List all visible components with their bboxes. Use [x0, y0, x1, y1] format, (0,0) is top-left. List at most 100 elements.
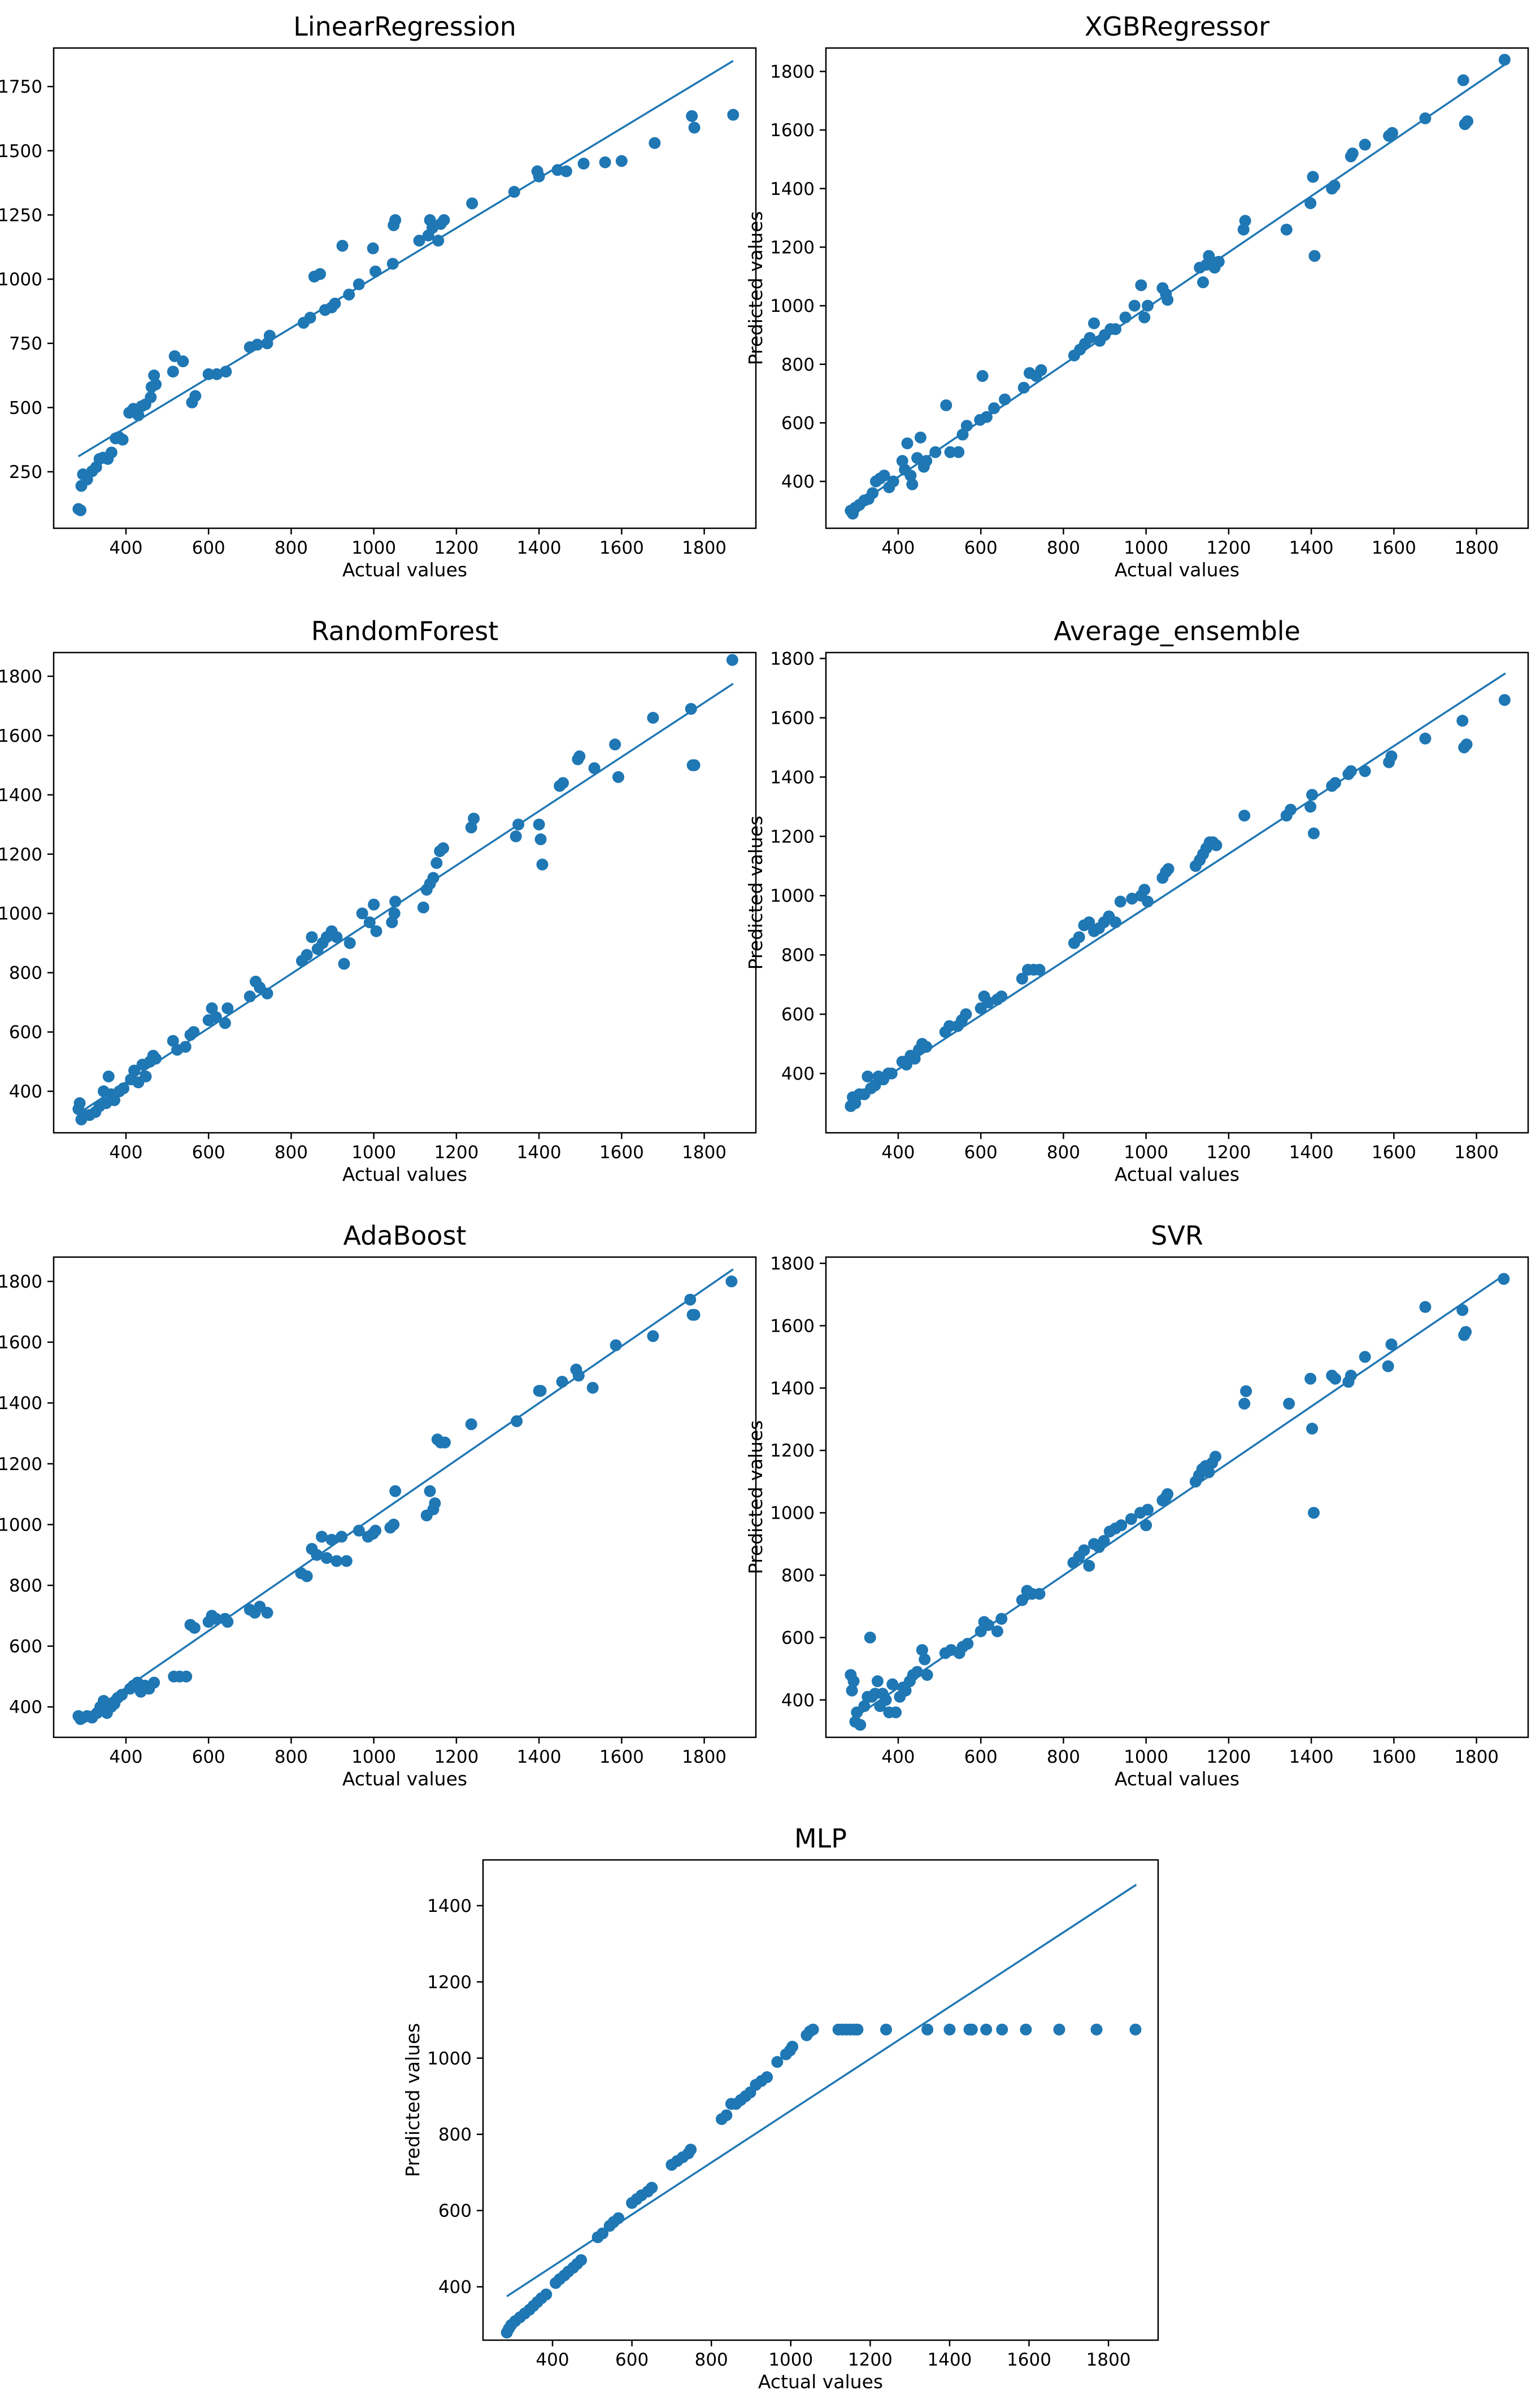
- scatter-point: [388, 1518, 400, 1531]
- x-tick-label: 1000: [768, 2350, 813, 2370]
- scatter-point: [649, 137, 661, 149]
- y-tick-label: 1500: [0, 141, 42, 162]
- scatter-point: [976, 369, 989, 382]
- scatter-point: [316, 1531, 328, 1543]
- x-tick-label: 1000: [1124, 538, 1168, 558]
- scatter-point: [1359, 1351, 1371, 1363]
- data-layer: [72, 60, 739, 516]
- chart-title: XGBRegressor: [1085, 11, 1269, 42]
- x-tick-label: 1200: [434, 538, 478, 558]
- scatter-point: [991, 1625, 1003, 1637]
- scatter-point: [369, 1524, 382, 1537]
- data-layer: [72, 1268, 738, 1725]
- y-tick-label: 1200: [427, 1972, 472, 1993]
- scatter-point: [1016, 972, 1028, 985]
- x-tick-label: 1600: [599, 538, 644, 558]
- scatter-point: [1098, 1534, 1110, 1547]
- scatter-point: [885, 1067, 898, 1080]
- scatter-point: [1308, 1507, 1320, 1519]
- scatter-point: [610, 1339, 622, 1351]
- y-tick-label: 1200: [0, 845, 42, 865]
- chart-panel: AdaBoost 400 600 800 1000 1200 1400 1600 1800 400…: [0, 1220, 757, 1790]
- x-tick-label: 800: [1047, 1142, 1080, 1163]
- scatter-point: [301, 949, 313, 961]
- scatter-point: [1210, 839, 1223, 851]
- scatter-point: [177, 355, 189, 368]
- scatter-point: [880, 2023, 892, 2036]
- scatter-point: [646, 2181, 658, 2194]
- scatter-point: [1090, 2023, 1103, 2036]
- y-tick-label: 400: [9, 1082, 42, 1102]
- scatter-point: [684, 1293, 697, 1306]
- x-tick-label: 800: [1047, 538, 1080, 558]
- x-tick-label: 1000: [351, 1747, 396, 1767]
- scatter-point: [304, 311, 316, 324]
- y-tick-label: 400: [781, 1064, 815, 1084]
- scatter-point: [353, 278, 365, 290]
- scatter-point: [612, 2212, 625, 2224]
- y-tick-label: 1600: [770, 1316, 815, 1336]
- scatter-point: [871, 1675, 884, 1688]
- scatter-point: [960, 1008, 972, 1020]
- scatter-point: [609, 738, 621, 751]
- scatter-point: [210, 1612, 222, 1625]
- x-tick-label: 600: [192, 1747, 225, 1767]
- scatter-point: [1306, 789, 1319, 801]
- scatter-point: [427, 872, 440, 884]
- scatter-point: [771, 2056, 784, 2068]
- y-tick-label: 400: [781, 1690, 815, 1711]
- scatter-point: [533, 170, 545, 182]
- scatter-point: [864, 1631, 876, 1644]
- scatter-point: [999, 393, 1011, 406]
- scatter-point: [1212, 255, 1225, 268]
- scatter-point: [851, 2023, 864, 2036]
- scatter-point: [887, 475, 899, 488]
- x-tick-label: 1800: [1454, 1142, 1499, 1163]
- scatter-point: [1346, 147, 1359, 160]
- scatter-point: [1456, 1304, 1469, 1316]
- scatter-point: [1498, 1273, 1510, 1285]
- y-tick-label: 400: [438, 2277, 472, 2298]
- scatter-point: [982, 1619, 994, 1631]
- plot-frame: [53, 1256, 757, 1738]
- x-tick-label: 1800: [682, 1142, 727, 1163]
- scatter-point: [465, 821, 477, 834]
- y-tick-label: 800: [781, 945, 815, 966]
- scatter-point: [1345, 1370, 1357, 1382]
- x-tick-label: 1000: [351, 1142, 396, 1163]
- scatter-point: [914, 431, 926, 444]
- y-tick-label: 1000: [427, 2049, 472, 2069]
- y-tick-label: 600: [9, 1023, 42, 1043]
- y-tick-label: 1000: [0, 269, 42, 290]
- scatter-point: [438, 1436, 451, 1449]
- scatter-point: [465, 1418, 477, 1431]
- scatter-point: [336, 240, 349, 252]
- scatter-point: [386, 258, 399, 270]
- scatter-point: [1306, 1423, 1319, 1435]
- scatter-point: [221, 1616, 234, 1628]
- scatter-point: [1385, 750, 1398, 763]
- y-tick-label: 1600: [0, 1333, 42, 1353]
- x-tick-label: 1600: [1372, 1142, 1416, 1163]
- scatter-point: [1457, 74, 1469, 86]
- scatter-point: [1203, 1466, 1215, 1479]
- scatter-point: [1110, 323, 1122, 336]
- x-axis-label: Actual values: [1115, 1163, 1239, 1185]
- scatter-point: [510, 830, 522, 842]
- y-tick-label: 400: [9, 1697, 42, 1718]
- y-tick-label: 1400: [770, 179, 815, 199]
- scatter-point: [920, 455, 933, 467]
- scatter-point: [1304, 1372, 1317, 1385]
- y-axis-label: Predicted values: [745, 211, 767, 366]
- scatter-point: [1114, 895, 1126, 908]
- scatter-point: [1125, 1513, 1137, 1525]
- scatter-point: [206, 1002, 218, 1015]
- y-tick-label: 1200: [770, 237, 815, 258]
- scatter-point: [1329, 777, 1342, 789]
- scatter-point: [330, 931, 343, 944]
- x-tick-label: 1200: [434, 1142, 478, 1163]
- scatter-point: [858, 1700, 871, 1712]
- scatter-point: [1285, 803, 1297, 816]
- scatter-point: [353, 1524, 365, 1537]
- fit-line: [77, 60, 734, 458]
